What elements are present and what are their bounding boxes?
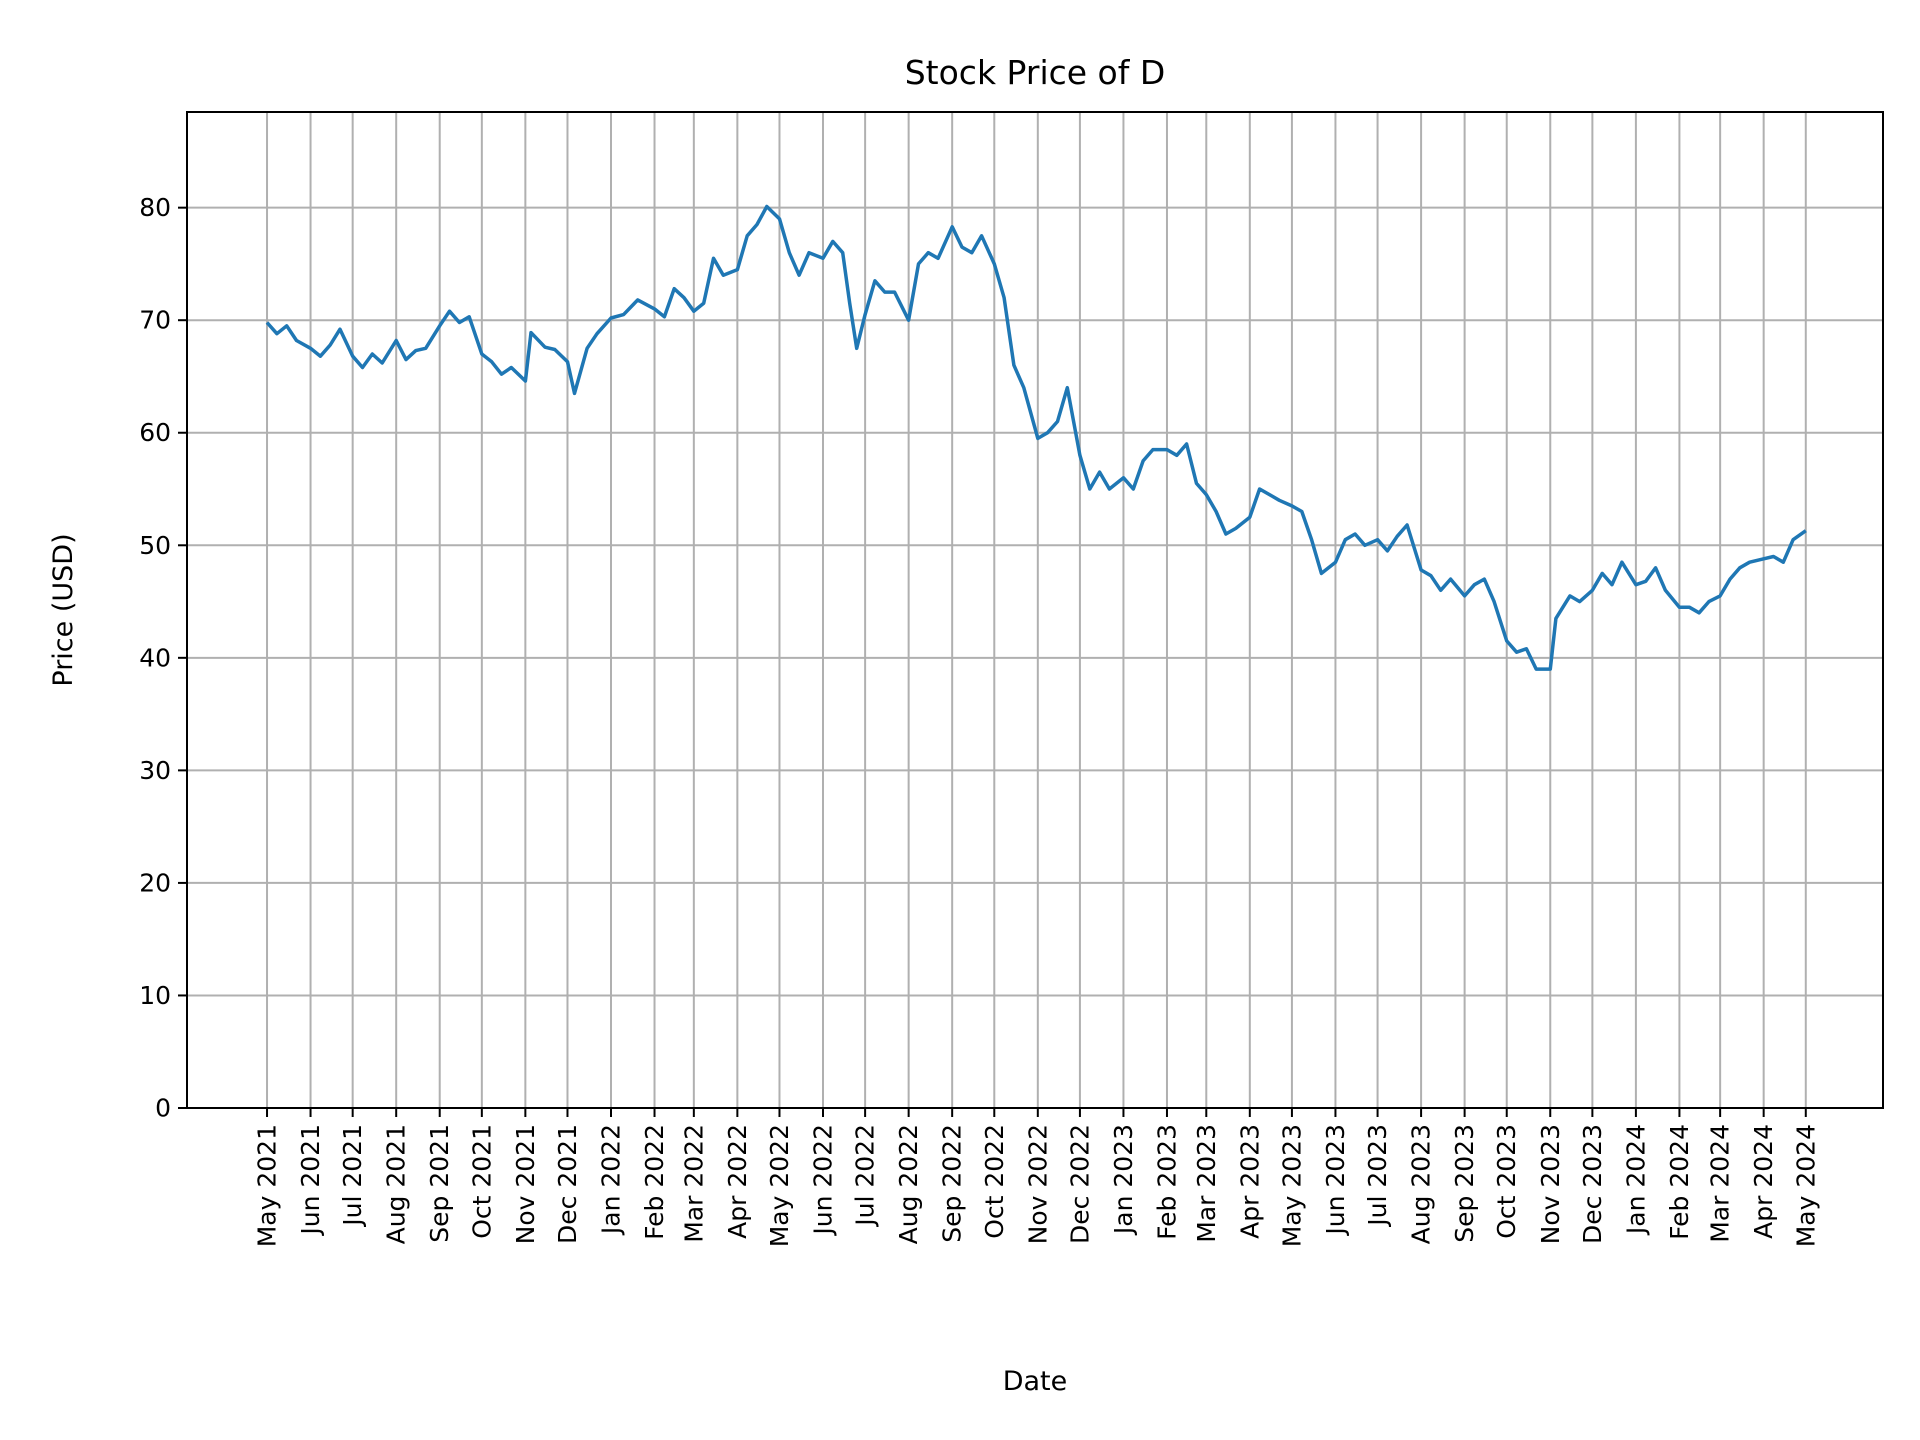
x-tick-label: Feb 2023	[1152, 1124, 1181, 1240]
x-tick-label: Sep 2023	[1450, 1124, 1479, 1243]
x-tick-label: Aug 2023	[1407, 1124, 1436, 1244]
series-line	[265, 204, 1807, 671]
x-tick-label: Feb 2024	[1665, 1124, 1694, 1240]
x-tick-label: Jun 2021	[296, 1124, 325, 1237]
grid	[187, 112, 1883, 1109]
y-tick-label: 0	[155, 1094, 171, 1123]
x-tick-label: Nov 2023	[1536, 1124, 1565, 1244]
x-tick-label: Jan 2022	[597, 1124, 626, 1236]
x-tick-label: Oct 2021	[467, 1124, 496, 1239]
ticks: 0 10 20 30 40 50 60 70 80 May 2021 Jun 2021 Jul 202…	[139, 193, 1820, 1247]
x-tick-label: Apr 2023	[1235, 1124, 1264, 1239]
y-tick-label: 40	[139, 643, 171, 672]
x-tick-label: May 2023	[1277, 1124, 1306, 1247]
x-tick-label: Aug 2022	[894, 1124, 923, 1244]
x-tick-label: Jun 2023	[1321, 1124, 1350, 1237]
x-tick-label: Feb 2022	[640, 1124, 669, 1240]
y-tick-label: 80	[139, 193, 171, 222]
x-tick-label: Mar 2024	[1706, 1124, 1735, 1243]
x-tick-label: May 2021	[253, 1124, 282, 1247]
x-tick-label: Dec 2022	[1065, 1124, 1094, 1244]
x-tick-label: Oct 2022	[980, 1124, 1009, 1239]
x-tick-label: Mar 2022	[679, 1124, 708, 1243]
y-tick-label: 70	[139, 306, 171, 335]
x-tick-label: May 2024	[1791, 1124, 1820, 1247]
x-tick-label: Jun 2022	[809, 1124, 838, 1237]
x-tick-label: Jan 2023	[1109, 1124, 1138, 1236]
x-tick-label: Dec 2023	[1578, 1124, 1607, 1244]
x-tick-label: May 2022	[765, 1124, 794, 1247]
x-tick-label: Jan 2024	[1621, 1124, 1650, 1236]
axes-frame	[186, 111, 1884, 1109]
x-tick-label: Jul 2022	[851, 1124, 880, 1228]
x-tick-label: Apr 2022	[723, 1124, 752, 1239]
x-tick-label: Apr 2024	[1749, 1124, 1778, 1239]
x-tick-label: Oct 2023	[1492, 1124, 1521, 1239]
x-tick-label: Jul 2021	[338, 1124, 367, 1228]
x-axis-label: Date	[1003, 1366, 1068, 1397]
x-tick-label: Sep 2022	[938, 1124, 967, 1243]
y-tick-label: 20	[139, 868, 171, 897]
y-tick-label: 50	[139, 531, 171, 560]
x-tick-label: Aug 2021	[382, 1124, 411, 1244]
x-tick-label: Jul 2023	[1363, 1124, 1392, 1228]
x-tick-label: Nov 2021	[511, 1124, 540, 1244]
y-axis-label: Price (USD)	[48, 533, 79, 686]
x-tick-label: Sep 2021	[425, 1124, 454, 1243]
y-tick-label: 30	[139, 756, 171, 785]
x-tick-label: Dec 2021	[553, 1124, 582, 1244]
y-tick-label: 60	[139, 418, 171, 447]
x-tick-label: Mar 2023	[1192, 1124, 1221, 1243]
chart-title: Stock Price of D	[905, 53, 1166, 92]
y-tick-label: 10	[139, 981, 171, 1010]
x-tick-label: Nov 2022	[1023, 1124, 1052, 1244]
